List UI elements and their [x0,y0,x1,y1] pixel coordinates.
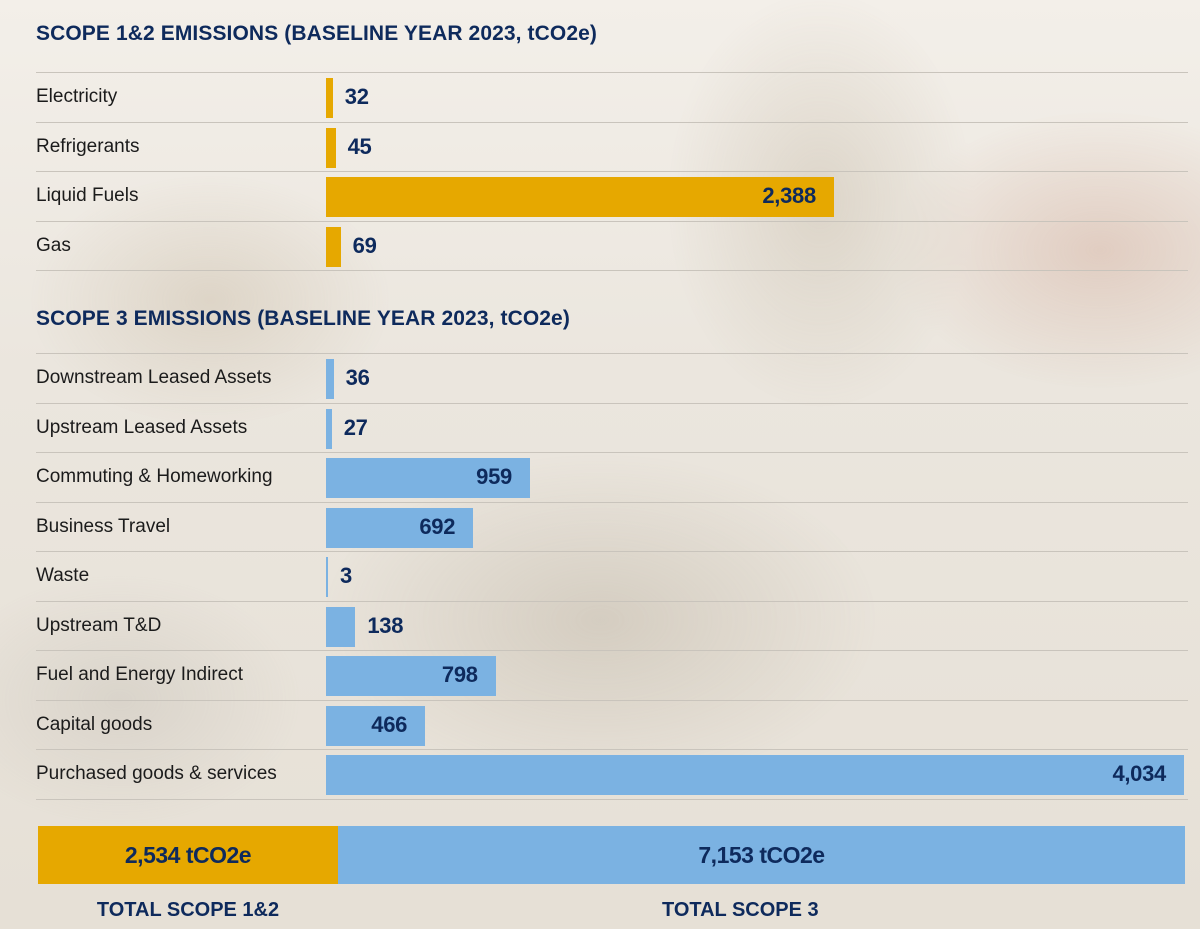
bar-row-business-travel: Business Travel 692 [36,501,1188,552]
value-label: 3 [340,563,352,589]
value-label: 2,388 [762,183,816,209]
bar-row-electricity: Electricity 32 [36,72,1188,122]
value-label: 32 [344,84,369,110]
bar-capital-goods [326,705,426,746]
category-label: Electricity [36,86,118,108]
bar-fuel-and-energy-indirect [326,656,496,696]
scope3-bar-chart: Downstream Leased Assets 36 Upstream Lease… [36,353,1188,800]
total-scope12-bar: 2,534 tCO2e [38,826,338,884]
value-label: 69 [352,232,377,258]
value-label: 4,034 [1112,761,1166,787]
bar-commuting-and-homeworking [326,458,530,498]
category-label: Fuel and Energy Indirect [36,664,244,686]
bar-waste [326,557,328,597]
scope3-title: SCOPE 3 EMISSIONS (BASELINE YEAR 2023, t… [36,307,570,330]
bar-refrigerants [326,127,336,168]
bar-row-upstream-tandd: Upstream T&D 138 [36,600,1188,651]
bar-row-gas: Gas 69 [36,220,1188,271]
bar-row-purchased-goods-and-services: Purchased goods & services 4,034 [36,749,1188,800]
value-label: 959 [476,464,512,490]
category-label: Capital goods [36,713,153,735]
bar-row-refrigerants: Refrigerants 45 [36,121,1188,172]
value-label: 45 [347,133,372,159]
scope12-bar-chart: Electricity 32 Refrigerants 45 Liquid Fuels 2… [36,72,1188,271]
total-scope12-value: 2,534 tCO2e [124,841,252,868]
category-label: Business Travel [36,515,171,537]
bar-electricity [326,78,333,118]
category-label: Liquid Fuels [36,185,139,207]
category-label: Waste [36,565,90,587]
bar-row-capital-goods: Capital goods 466 [36,699,1188,750]
bar-row-liquid-fuels: Liquid Fuels 2,388 [36,171,1188,221]
bar-row-upstream-leased-assets: Upstream Leased Assets 27 [36,402,1188,453]
bar-liquid-fuels [326,177,834,217]
category-label: Gas [36,234,71,256]
bar-row-fuel-and-energy-indirect: Fuel and Energy Indirect 798 [36,650,1188,700]
total-scope3-label: TOTAL SCOPE 3 [661,898,819,921]
bar-gas [326,226,341,267]
bar-downstream-leased-assets [326,359,334,399]
category-label: Commuting & Homeworking [36,466,273,488]
category-label: Purchased goods & services [36,763,277,785]
bar-row-commuting-and-homeworking: Commuting & Homeworking 959 [36,452,1188,502]
bar-upstream-leased-assets [326,408,332,449]
value-label: 692 [419,513,456,539]
total-scope3-value: 7,153 tCO2e [698,841,825,868]
value-label: 27 [343,414,368,440]
total-scope12-label: TOTAL SCOPE 1&2 [96,898,280,921]
category-label: Downstream Leased Assets [36,367,272,389]
scope12-title: SCOPE 1&2 EMISSIONS (BASELINE YEAR 2023,… [36,22,597,45]
bar-purchased-goods-and-services [326,755,1184,795]
value-label: 798 [441,662,478,688]
value-label: 36 [345,365,370,391]
category-label: Upstream T&D [36,614,162,636]
value-label: 138 [367,612,404,638]
bar-row-downstream-leased-assets: Downstream Leased Assets 36 [36,353,1188,403]
bar-row-waste: Waste 3 [36,551,1188,601]
total-scope3-bar: 7,153 tCO2e [338,826,1185,884]
category-label: Refrigerants [36,135,140,157]
category-label: Upstream Leased Assets [36,416,248,438]
value-label: 466 [371,711,408,737]
bar-upstream-tandd [326,606,356,647]
bar-business-travel [326,507,474,548]
